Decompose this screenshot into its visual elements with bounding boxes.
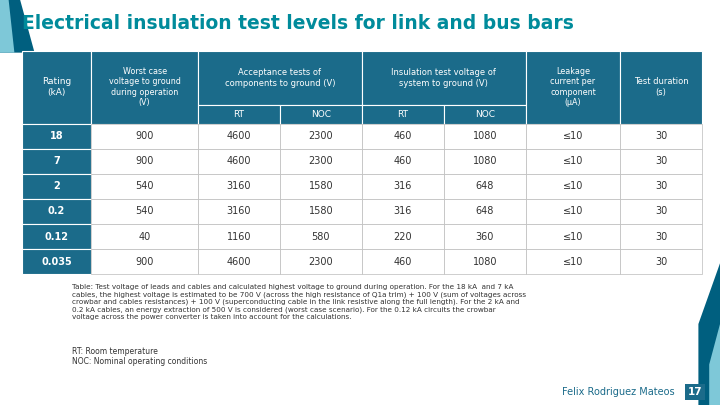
Text: 30: 30 bbox=[655, 156, 667, 166]
Text: 460: 460 bbox=[394, 131, 412, 141]
Text: ≤10: ≤10 bbox=[563, 207, 583, 216]
Text: 540: 540 bbox=[135, 181, 154, 191]
Text: 900: 900 bbox=[135, 156, 154, 166]
Text: 316: 316 bbox=[394, 207, 412, 216]
Text: 900: 900 bbox=[135, 131, 154, 141]
Text: 540: 540 bbox=[135, 207, 154, 216]
Text: 3160: 3160 bbox=[227, 181, 251, 191]
Text: 0.2: 0.2 bbox=[48, 207, 65, 216]
Text: 30: 30 bbox=[655, 131, 667, 141]
Text: 316: 316 bbox=[394, 181, 412, 191]
Text: 3160: 3160 bbox=[227, 207, 251, 216]
Text: Worst case
voltage to ground
during operation
(V): Worst case voltage to ground during oper… bbox=[109, 67, 181, 107]
Text: Electrical insulation test levels for link and bus bars: Electrical insulation test levels for li… bbox=[22, 14, 573, 33]
Text: 648: 648 bbox=[476, 181, 494, 191]
Text: Table: Test voltage of leads and cables and calculated highest voltage to ground: Table: Test voltage of leads and cables … bbox=[72, 284, 526, 320]
Text: RT: Room temperature
NOC: Nominal operating conditions: RT: Room temperature NOC: Nominal operat… bbox=[72, 347, 207, 367]
Text: 460: 460 bbox=[394, 257, 412, 266]
Text: RT: RT bbox=[233, 110, 244, 119]
Text: Insulation test voltage of
system to ground (V): Insulation test voltage of system to gro… bbox=[392, 68, 496, 87]
Text: 360: 360 bbox=[476, 232, 494, 241]
Text: 30: 30 bbox=[655, 232, 667, 241]
Text: 220: 220 bbox=[393, 232, 412, 241]
Text: 17: 17 bbox=[688, 387, 702, 397]
Text: Leakage
current per
component
(μA): Leakage current per component (μA) bbox=[550, 67, 595, 107]
Text: 30: 30 bbox=[655, 207, 667, 216]
Text: 2: 2 bbox=[53, 181, 60, 191]
Text: 30: 30 bbox=[655, 257, 667, 266]
Text: Test duration
(s): Test duration (s) bbox=[634, 77, 688, 97]
Text: 18: 18 bbox=[50, 131, 63, 141]
Text: Felix Rodriguez Mateos: Felix Rodriguez Mateos bbox=[562, 387, 674, 397]
Text: 0.035: 0.035 bbox=[41, 257, 72, 266]
Text: Acceptance tests of
components to ground (V): Acceptance tests of components to ground… bbox=[225, 68, 335, 87]
Text: 2300: 2300 bbox=[308, 131, 333, 141]
Text: 648: 648 bbox=[476, 207, 494, 216]
Text: 1080: 1080 bbox=[472, 156, 497, 166]
Text: 1080: 1080 bbox=[472, 131, 497, 141]
Text: 2300: 2300 bbox=[308, 257, 333, 266]
Text: NOC: NOC bbox=[474, 110, 495, 119]
Text: 30: 30 bbox=[655, 181, 667, 191]
Text: 1160: 1160 bbox=[227, 232, 251, 241]
Text: 1580: 1580 bbox=[308, 207, 333, 216]
Text: 900: 900 bbox=[135, 257, 154, 266]
Text: ≤10: ≤10 bbox=[563, 131, 583, 141]
Text: 1080: 1080 bbox=[472, 257, 497, 266]
Text: 4600: 4600 bbox=[227, 257, 251, 266]
Text: 1580: 1580 bbox=[308, 181, 333, 191]
Text: 0.12: 0.12 bbox=[45, 232, 68, 241]
Text: ≤10: ≤10 bbox=[563, 257, 583, 266]
Text: ≤10: ≤10 bbox=[563, 181, 583, 191]
Text: Rating
(kA): Rating (kA) bbox=[42, 77, 71, 97]
Text: RT: RT bbox=[397, 110, 408, 119]
Text: 580: 580 bbox=[312, 232, 330, 241]
Text: ≤10: ≤10 bbox=[563, 156, 583, 166]
Text: 460: 460 bbox=[394, 156, 412, 166]
Text: NOC: NOC bbox=[311, 110, 330, 119]
Text: 7: 7 bbox=[53, 156, 60, 166]
Text: 4600: 4600 bbox=[227, 131, 251, 141]
Text: 4600: 4600 bbox=[227, 156, 251, 166]
Text: 2300: 2300 bbox=[308, 156, 333, 166]
Text: ≤10: ≤10 bbox=[563, 232, 583, 241]
Text: 40: 40 bbox=[138, 232, 150, 241]
